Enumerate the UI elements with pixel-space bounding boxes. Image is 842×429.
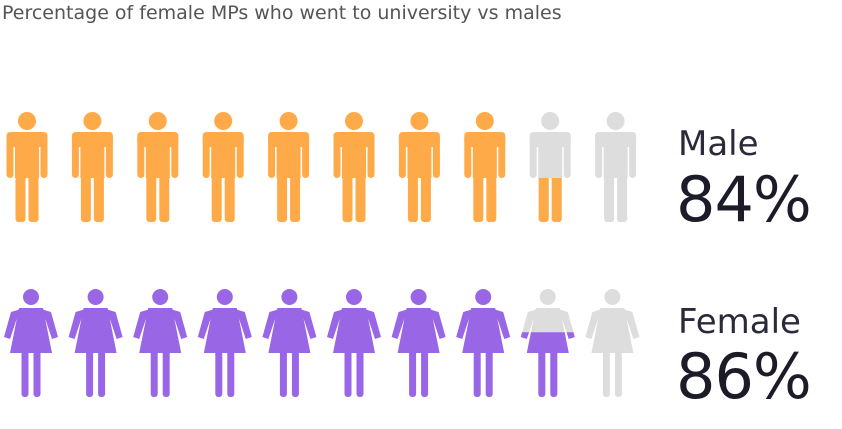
female-icon-3 xyxy=(133,289,188,397)
male-icon-3 xyxy=(137,112,179,222)
female-icon-4 xyxy=(197,289,252,397)
female-icon-9 xyxy=(520,289,575,397)
male-series-label: Male xyxy=(678,124,759,164)
female-icon-10 xyxy=(585,289,640,397)
male-icon-7 xyxy=(398,112,440,222)
male-icon-8 xyxy=(464,112,506,222)
female-icon-8 xyxy=(456,289,511,397)
male-icon-4 xyxy=(202,112,244,222)
female-icon-5 xyxy=(262,289,317,397)
male-series-value: 84% xyxy=(676,163,812,236)
male-icon-1 xyxy=(6,112,48,222)
chart-title: Percentage of female MPs who went to uni… xyxy=(2,2,562,24)
female-icon-1 xyxy=(4,289,58,397)
female-icon-7 xyxy=(391,289,446,397)
male-icon-2 xyxy=(71,112,113,222)
male-icon-6 xyxy=(333,112,375,222)
female-icon-6 xyxy=(327,289,381,397)
male-icon-9 xyxy=(529,112,571,222)
female-icon-2 xyxy=(68,289,123,397)
female-series-label: Female xyxy=(678,302,801,342)
female-series-value: 86% xyxy=(676,340,812,413)
male-icon-5 xyxy=(268,112,310,222)
male-icon-10 xyxy=(595,112,637,222)
